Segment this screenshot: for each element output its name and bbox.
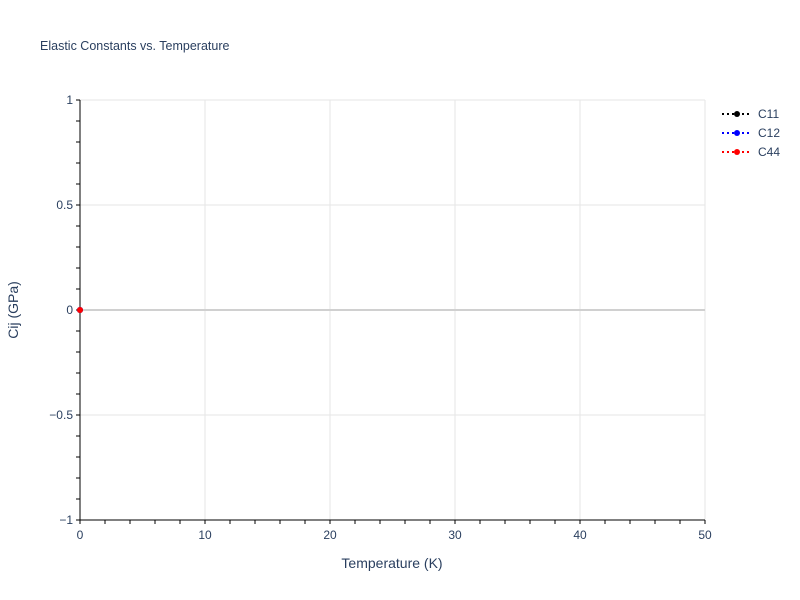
legend-item-C11[interactable]: C11 bbox=[722, 107, 779, 121]
legend-item-C12[interactable]: C12 bbox=[722, 126, 780, 140]
legend-label: C44 bbox=[758, 145, 780, 159]
legend-label: C12 bbox=[758, 126, 780, 140]
x-tick-label: 0 bbox=[77, 528, 84, 542]
x-tick-label: 30 bbox=[448, 528, 462, 542]
x-tick-label: 10 bbox=[198, 528, 212, 542]
legend-marker-icon bbox=[734, 111, 740, 117]
legend-item-C44[interactable]: C44 bbox=[722, 145, 780, 159]
legend-label: C11 bbox=[758, 107, 779, 121]
x-tick-label: 50 bbox=[698, 528, 712, 542]
axes bbox=[76, 99, 706, 524]
y-tick-label: 0.5 bbox=[56, 198, 73, 212]
legend-marker-icon bbox=[734, 149, 740, 155]
legend-marker-icon bbox=[734, 130, 740, 136]
y-tick-label: −0.5 bbox=[49, 408, 73, 422]
x-tick-label: 20 bbox=[323, 528, 337, 542]
chart-title: Elastic Constants vs. Temperature bbox=[40, 39, 229, 53]
x-axis-label: Temperature (K) bbox=[341, 555, 442, 571]
y-tick-label: 1 bbox=[66, 93, 73, 107]
tick-labels: 0 10 20 30 40 50 −1 −0.5 0 0.5 1 bbox=[49, 93, 712, 542]
y-tick-label: −1 bbox=[59, 513, 73, 527]
y-axis-label: Cij (GPa) bbox=[5, 281, 21, 339]
data-point-C44 bbox=[77, 307, 83, 313]
legend[interactable]: C11 C12 C44 bbox=[722, 107, 780, 159]
grid bbox=[80, 99, 706, 521]
data-marks bbox=[77, 307, 83, 313]
y-tick-label: 0 bbox=[66, 303, 73, 317]
x-tick-label: 40 bbox=[573, 528, 587, 542]
